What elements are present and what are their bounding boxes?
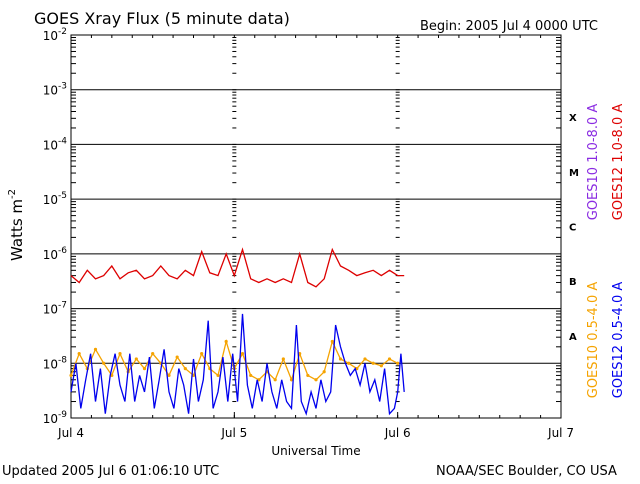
legend-label: GOES12 0.5-4.0 A <box>611 282 626 399</box>
series-point <box>289 378 294 382</box>
updated-label: Updated 2005 Jul 6 01:06:10 UTC <box>2 464 219 479</box>
flare-class-label: M <box>569 168 579 179</box>
series-point <box>118 352 122 356</box>
y-tick-label: 10-3 <box>43 82 67 98</box>
y-axis-label: Watts m-2 <box>7 189 26 261</box>
series-point <box>102 361 106 365</box>
flare-class-label: C <box>569 223 576 234</box>
plot-frame <box>70 34 562 419</box>
legend-label: GOES12 1.0-8.0 A <box>611 104 626 221</box>
chart-title: GOES Xray Flux (5 minute data) <box>34 9 290 28</box>
credit-label: NOAA/SEC Boulder, CO USA <box>436 464 617 479</box>
series-point <box>347 361 351 365</box>
x-tick-label: Jul 7 <box>547 426 574 440</box>
legend-entry: GOES10 1.0-8.0 A <box>586 104 601 221</box>
series-point <box>322 370 326 374</box>
series-point <box>183 366 187 371</box>
x-axis-label: Universal Time <box>271 444 360 458</box>
series-point <box>151 352 155 356</box>
x-tick-label: Jul 5 <box>220 426 247 440</box>
series-point <box>200 352 204 356</box>
series-point <box>167 373 171 378</box>
x-tick-label: Jul 4 <box>57 426 84 440</box>
series-point <box>240 352 245 356</box>
x-tick-label: Jul 6 <box>384 426 411 440</box>
series-point <box>281 357 285 361</box>
series-point <box>93 347 98 351</box>
series-point <box>363 357 367 361</box>
flare-class-label: X <box>569 113 577 124</box>
legend-entry: GOES12 0.5-4.0 A <box>611 282 626 399</box>
series-point <box>371 361 375 365</box>
y-tick-label: 10-7 <box>43 301 67 317</box>
series-point <box>69 373 73 378</box>
series-point <box>134 357 138 361</box>
flare-class-label: A <box>569 332 577 343</box>
y-axis-label-exp: -2 <box>7 189 18 199</box>
series-point <box>306 373 310 378</box>
series-point <box>273 378 277 382</box>
y-tick-label: 10-4 <box>43 136 68 152</box>
y-tick-label: 10-8 <box>43 355 68 371</box>
y-tick-label: 10-5 <box>43 191 67 207</box>
y-tick-label: 10-9 <box>43 410 68 426</box>
series-point <box>175 355 179 359</box>
y-axis-label-group: Watts m-2 <box>7 189 26 261</box>
series-line <box>70 313 405 416</box>
series-point <box>216 373 220 378</box>
series-point <box>314 378 318 382</box>
series-point <box>387 357 392 361</box>
series-point <box>379 364 383 368</box>
series-point <box>77 352 81 356</box>
series-point <box>142 366 147 371</box>
y-tick-label: 10-2 <box>43 27 67 43</box>
series-line <box>70 247 405 288</box>
begin-label: Begin: 2005 Jul 4 0000 UTC <box>420 19 598 34</box>
series-point <box>224 339 228 344</box>
series-point <box>396 361 400 365</box>
flare-class-label: B <box>569 277 577 288</box>
y-axis-label-main: Watts m <box>8 199 26 261</box>
legend-label: GOES10 1.0-8.0 A <box>586 104 601 221</box>
y-tick-label: 10-6 <box>43 246 68 262</box>
legend-label: GOES10 0.5-4.0 A <box>586 282 601 399</box>
legend-entry: GOES10 0.5-4.0 A <box>586 282 601 399</box>
plot-layer: Jul 4 Jul 5 Jul 6 Jul 7 10-9 10-8 10-7 10-6 10-5… <box>43 27 626 440</box>
series-point <box>330 339 334 344</box>
legend-entry: GOES12 1.0-8.0 A <box>611 104 626 221</box>
series-point <box>338 357 343 361</box>
series-point <box>249 373 253 378</box>
